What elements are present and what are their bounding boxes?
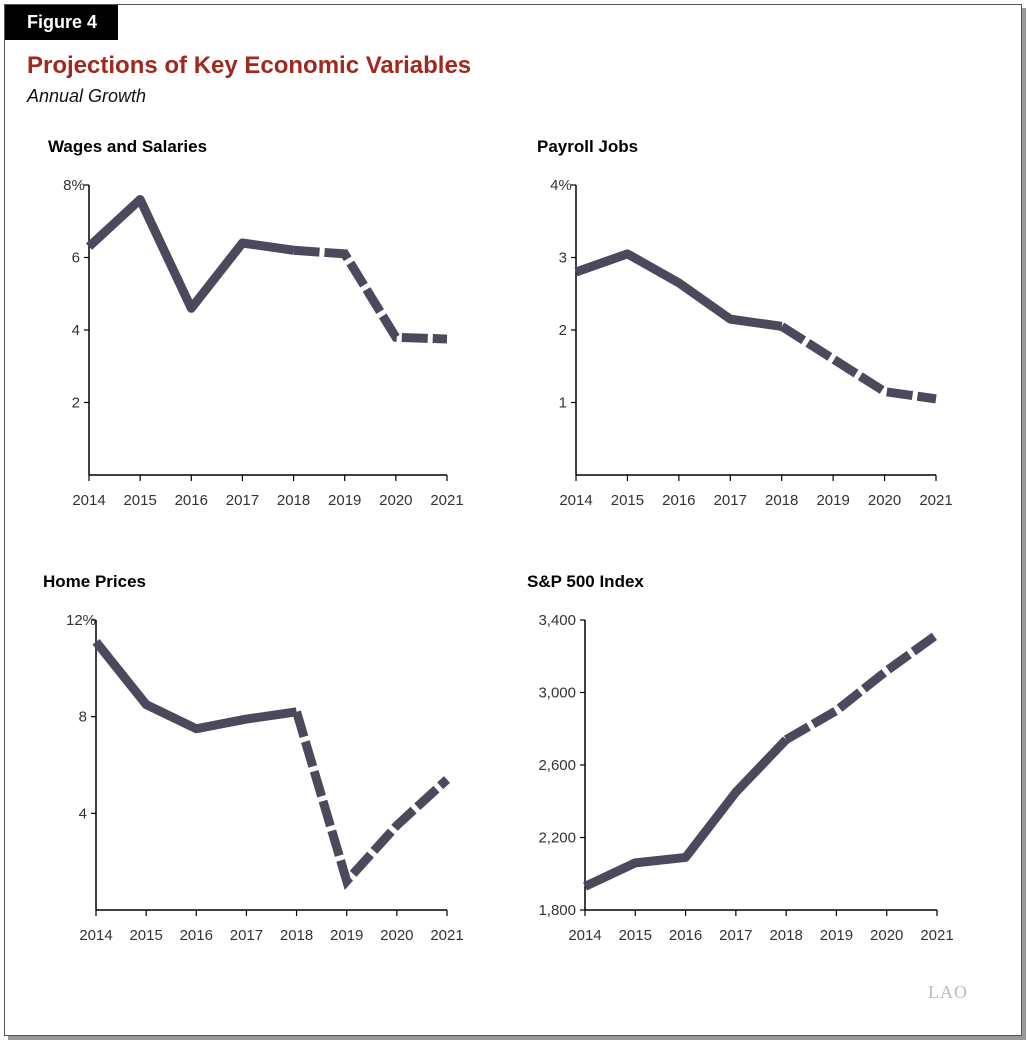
y-tick-label: 2,200 <box>538 830 576 847</box>
figure-frame <box>4 4 1022 1036</box>
y-tick-label: 2,600 <box>538 757 576 774</box>
projected-series-line <box>293 245 448 344</box>
x-tick-label: 2018 <box>769 927 802 944</box>
chart-title: Wages and Salaries <box>48 137 207 156</box>
x-tick-label: 2020 <box>870 927 903 944</box>
lao-logo: LAO <box>928 982 968 1002</box>
y-tick-label: 4 <box>79 805 87 822</box>
x-tick-label: 2017 <box>226 492 259 509</box>
x-tick-label: 2021 <box>919 492 952 509</box>
actual-series-line <box>92 638 298 734</box>
y-tick-label: 2 <box>72 395 80 412</box>
projected-series-line <box>783 630 940 744</box>
x-tick-label: 2014 <box>568 927 601 944</box>
y-tick-label: 2 <box>559 322 567 339</box>
y-tick-label: 1,800 <box>538 902 576 919</box>
x-tick-label: 2019 <box>328 492 361 509</box>
y-tick-label: 4 <box>72 322 80 339</box>
y-tick-label: 6 <box>72 250 80 267</box>
x-tick-label: 2015 <box>129 927 162 944</box>
figure-label: Figure 4 <box>5 5 118 40</box>
figure-subtitle: Annual Growth <box>27 86 147 106</box>
x-tick-label: 2021 <box>920 927 953 944</box>
actual-series-line <box>85 195 295 313</box>
x-tick-label: 2017 <box>714 492 747 509</box>
chart-title: Home Prices <box>43 572 146 591</box>
y-tick-label: 8 <box>79 709 87 726</box>
x-tick-label: 2019 <box>820 927 853 944</box>
y-tick-label: 8% <box>63 177 85 194</box>
projected-series-line <box>292 710 451 890</box>
x-tick-label: 2014 <box>559 492 592 509</box>
x-tick-label: 2016 <box>662 492 695 509</box>
figure-title: Projections of Key Economic Variables <box>27 52 472 79</box>
y-tick-label: 3,000 <box>538 685 576 702</box>
x-tick-label: 2015 <box>123 492 156 509</box>
x-tick-label: 2016 <box>669 927 702 944</box>
x-tick-label: 2018 <box>277 492 310 509</box>
actual-series-line <box>574 249 783 331</box>
x-tick-label: 2014 <box>79 927 112 944</box>
x-tick-label: 2021 <box>430 927 463 944</box>
x-tick-label: 2015 <box>611 492 644 509</box>
y-tick-label: 1 <box>559 395 567 412</box>
x-tick-label: 2020 <box>380 927 413 944</box>
actual-series-line <box>583 736 790 891</box>
y-tick-label: 12% <box>66 612 96 629</box>
x-tick-label: 2019 <box>816 492 849 509</box>
chart-title: S&P 500 Index <box>527 572 644 591</box>
x-tick-label: 2015 <box>619 927 652 944</box>
x-tick-label: 2016 <box>180 927 213 944</box>
x-tick-label: 2021 <box>430 492 463 509</box>
x-tick-label: 2020 <box>379 492 412 509</box>
y-tick-label: 3,400 <box>538 612 576 629</box>
y-tick-label: 3 <box>559 250 567 267</box>
x-tick-label: 2020 <box>868 492 901 509</box>
x-tick-label: 2016 <box>175 492 208 509</box>
x-tick-label: 2017 <box>230 927 263 944</box>
x-tick-label: 2014 <box>72 492 105 509</box>
x-tick-label: 2017 <box>719 927 752 944</box>
chart-title: Payroll Jobs <box>537 137 638 156</box>
x-tick-label: 2018 <box>765 492 798 509</box>
x-tick-label: 2018 <box>280 927 313 944</box>
x-tick-label: 2019 <box>330 927 363 944</box>
projected-series-line <box>779 322 937 404</box>
y-tick-label: 4% <box>550 177 572 194</box>
